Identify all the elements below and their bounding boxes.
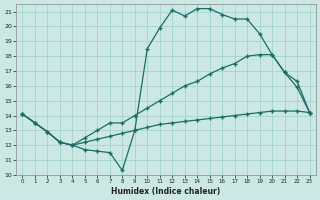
X-axis label: Humidex (Indice chaleur): Humidex (Indice chaleur) <box>111 187 221 196</box>
